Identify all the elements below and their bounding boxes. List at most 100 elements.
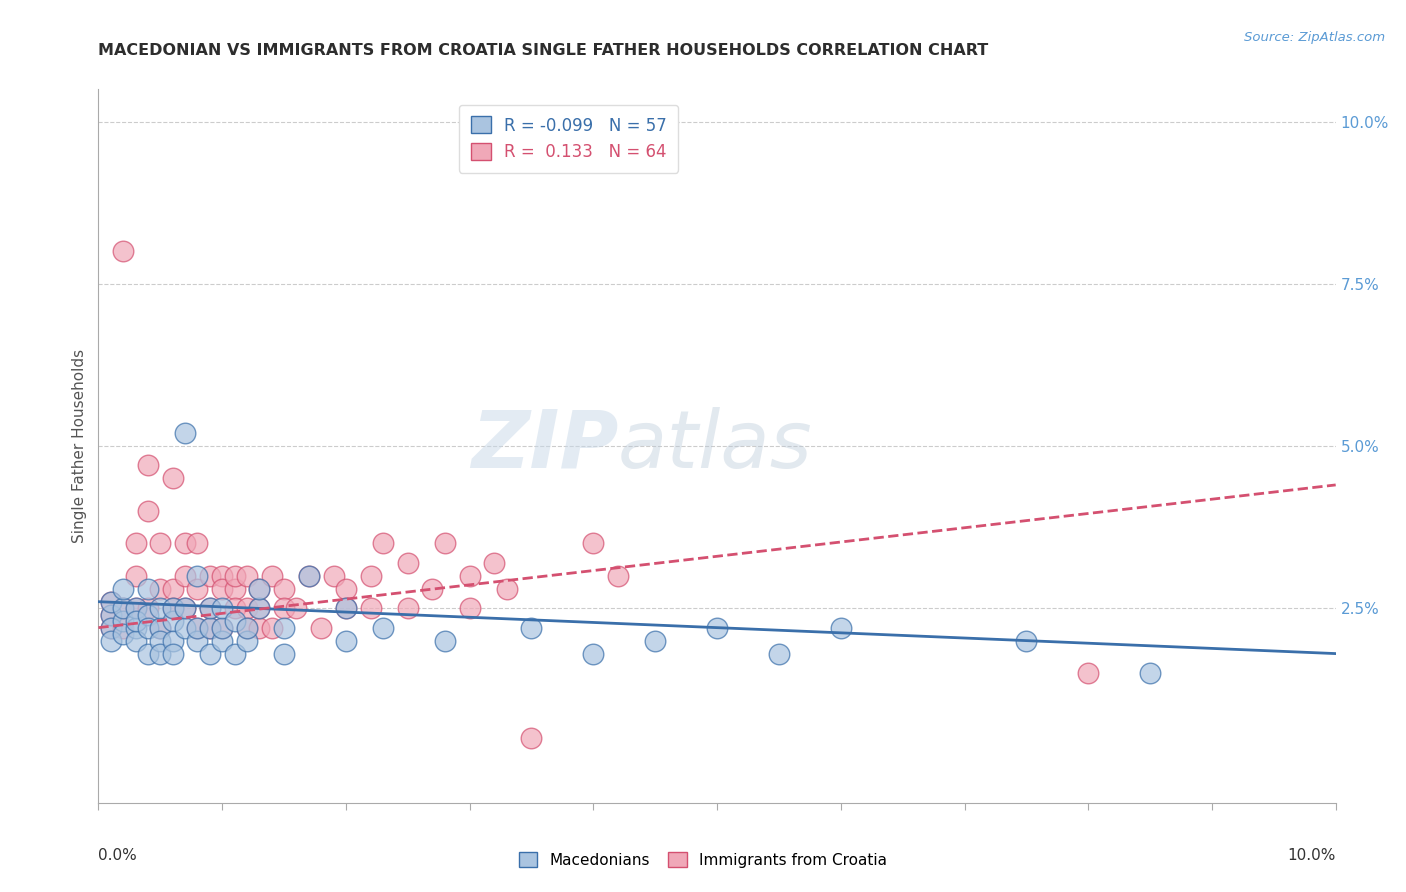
Text: MACEDONIAN VS IMMIGRANTS FROM CROATIA SINGLE FATHER HOUSEHOLDS CORRELATION CHART: MACEDONIAN VS IMMIGRANTS FROM CROATIA SI… bbox=[98, 43, 988, 58]
Point bbox=[335, 601, 357, 615]
Point bbox=[112, 601, 135, 615]
Point bbox=[186, 621, 208, 635]
Point bbox=[124, 633, 146, 648]
Point bbox=[211, 601, 233, 615]
Point bbox=[644, 633, 666, 648]
Text: 10.0%: 10.0% bbox=[1288, 848, 1336, 863]
Point bbox=[124, 568, 146, 582]
Point bbox=[100, 595, 122, 609]
Text: ZIP: ZIP bbox=[471, 407, 619, 485]
Y-axis label: Single Father Households: Single Father Households bbox=[72, 349, 87, 543]
Point bbox=[211, 621, 233, 635]
Text: Source: ZipAtlas.com: Source: ZipAtlas.com bbox=[1244, 31, 1385, 45]
Point bbox=[112, 627, 135, 641]
Point bbox=[371, 536, 394, 550]
Point bbox=[136, 621, 159, 635]
Point bbox=[224, 647, 246, 661]
Point bbox=[247, 601, 270, 615]
Point bbox=[186, 582, 208, 596]
Point bbox=[224, 614, 246, 628]
Point bbox=[335, 633, 357, 648]
Point bbox=[273, 647, 295, 661]
Point bbox=[236, 633, 259, 648]
Point bbox=[520, 621, 543, 635]
Point bbox=[124, 536, 146, 550]
Point bbox=[211, 621, 233, 635]
Point bbox=[186, 621, 208, 635]
Point bbox=[162, 601, 184, 615]
Point bbox=[162, 633, 184, 648]
Point bbox=[174, 425, 197, 440]
Point bbox=[149, 536, 172, 550]
Point bbox=[149, 647, 172, 661]
Point bbox=[112, 621, 135, 635]
Point bbox=[1015, 633, 1038, 648]
Point bbox=[520, 731, 543, 745]
Point bbox=[149, 621, 172, 635]
Point bbox=[273, 582, 295, 596]
Point bbox=[162, 582, 184, 596]
Point bbox=[273, 601, 295, 615]
Point bbox=[768, 647, 790, 661]
Point bbox=[273, 621, 295, 635]
Point bbox=[136, 607, 159, 622]
Point bbox=[162, 601, 184, 615]
Point bbox=[236, 621, 259, 635]
Point bbox=[149, 633, 172, 648]
Point bbox=[484, 556, 506, 570]
Point bbox=[149, 582, 172, 596]
Point bbox=[360, 568, 382, 582]
Point bbox=[112, 614, 135, 628]
Point bbox=[396, 556, 419, 570]
Point bbox=[211, 582, 233, 596]
Point bbox=[100, 621, 122, 635]
Point bbox=[149, 621, 172, 635]
Point bbox=[198, 621, 221, 635]
Point bbox=[285, 601, 308, 615]
Point bbox=[1139, 666, 1161, 681]
Point bbox=[706, 621, 728, 635]
Point bbox=[112, 601, 135, 615]
Point bbox=[174, 568, 197, 582]
Point bbox=[162, 471, 184, 485]
Point bbox=[298, 568, 321, 582]
Point bbox=[136, 647, 159, 661]
Point bbox=[830, 621, 852, 635]
Text: 0.0%: 0.0% bbox=[98, 848, 138, 863]
Point bbox=[100, 633, 122, 648]
Point bbox=[186, 536, 208, 550]
Point bbox=[112, 582, 135, 596]
Point bbox=[124, 621, 146, 635]
Point bbox=[174, 601, 197, 615]
Point bbox=[582, 536, 605, 550]
Point bbox=[149, 601, 172, 615]
Point bbox=[112, 244, 135, 259]
Point bbox=[458, 568, 481, 582]
Point bbox=[260, 568, 283, 582]
Point bbox=[236, 621, 259, 635]
Point bbox=[224, 568, 246, 582]
Legend: Macedonians, Immigrants from Croatia: Macedonians, Immigrants from Croatia bbox=[512, 844, 894, 875]
Point bbox=[607, 568, 630, 582]
Point bbox=[335, 582, 357, 596]
Point bbox=[422, 582, 444, 596]
Point bbox=[124, 601, 146, 615]
Point bbox=[224, 582, 246, 596]
Point bbox=[198, 647, 221, 661]
Legend: R = -0.099   N = 57, R =  0.133   N = 64: R = -0.099 N = 57, R = 0.133 N = 64 bbox=[458, 104, 678, 173]
Point bbox=[198, 621, 221, 635]
Point bbox=[309, 621, 332, 635]
Point bbox=[198, 601, 221, 615]
Point bbox=[236, 601, 259, 615]
Point bbox=[186, 568, 208, 582]
Point bbox=[495, 582, 517, 596]
Point bbox=[100, 607, 122, 622]
Point bbox=[174, 536, 197, 550]
Point bbox=[236, 568, 259, 582]
Point bbox=[458, 601, 481, 615]
Point bbox=[582, 647, 605, 661]
Point bbox=[136, 504, 159, 518]
Point bbox=[100, 607, 122, 622]
Point bbox=[198, 601, 221, 615]
Point bbox=[124, 601, 146, 615]
